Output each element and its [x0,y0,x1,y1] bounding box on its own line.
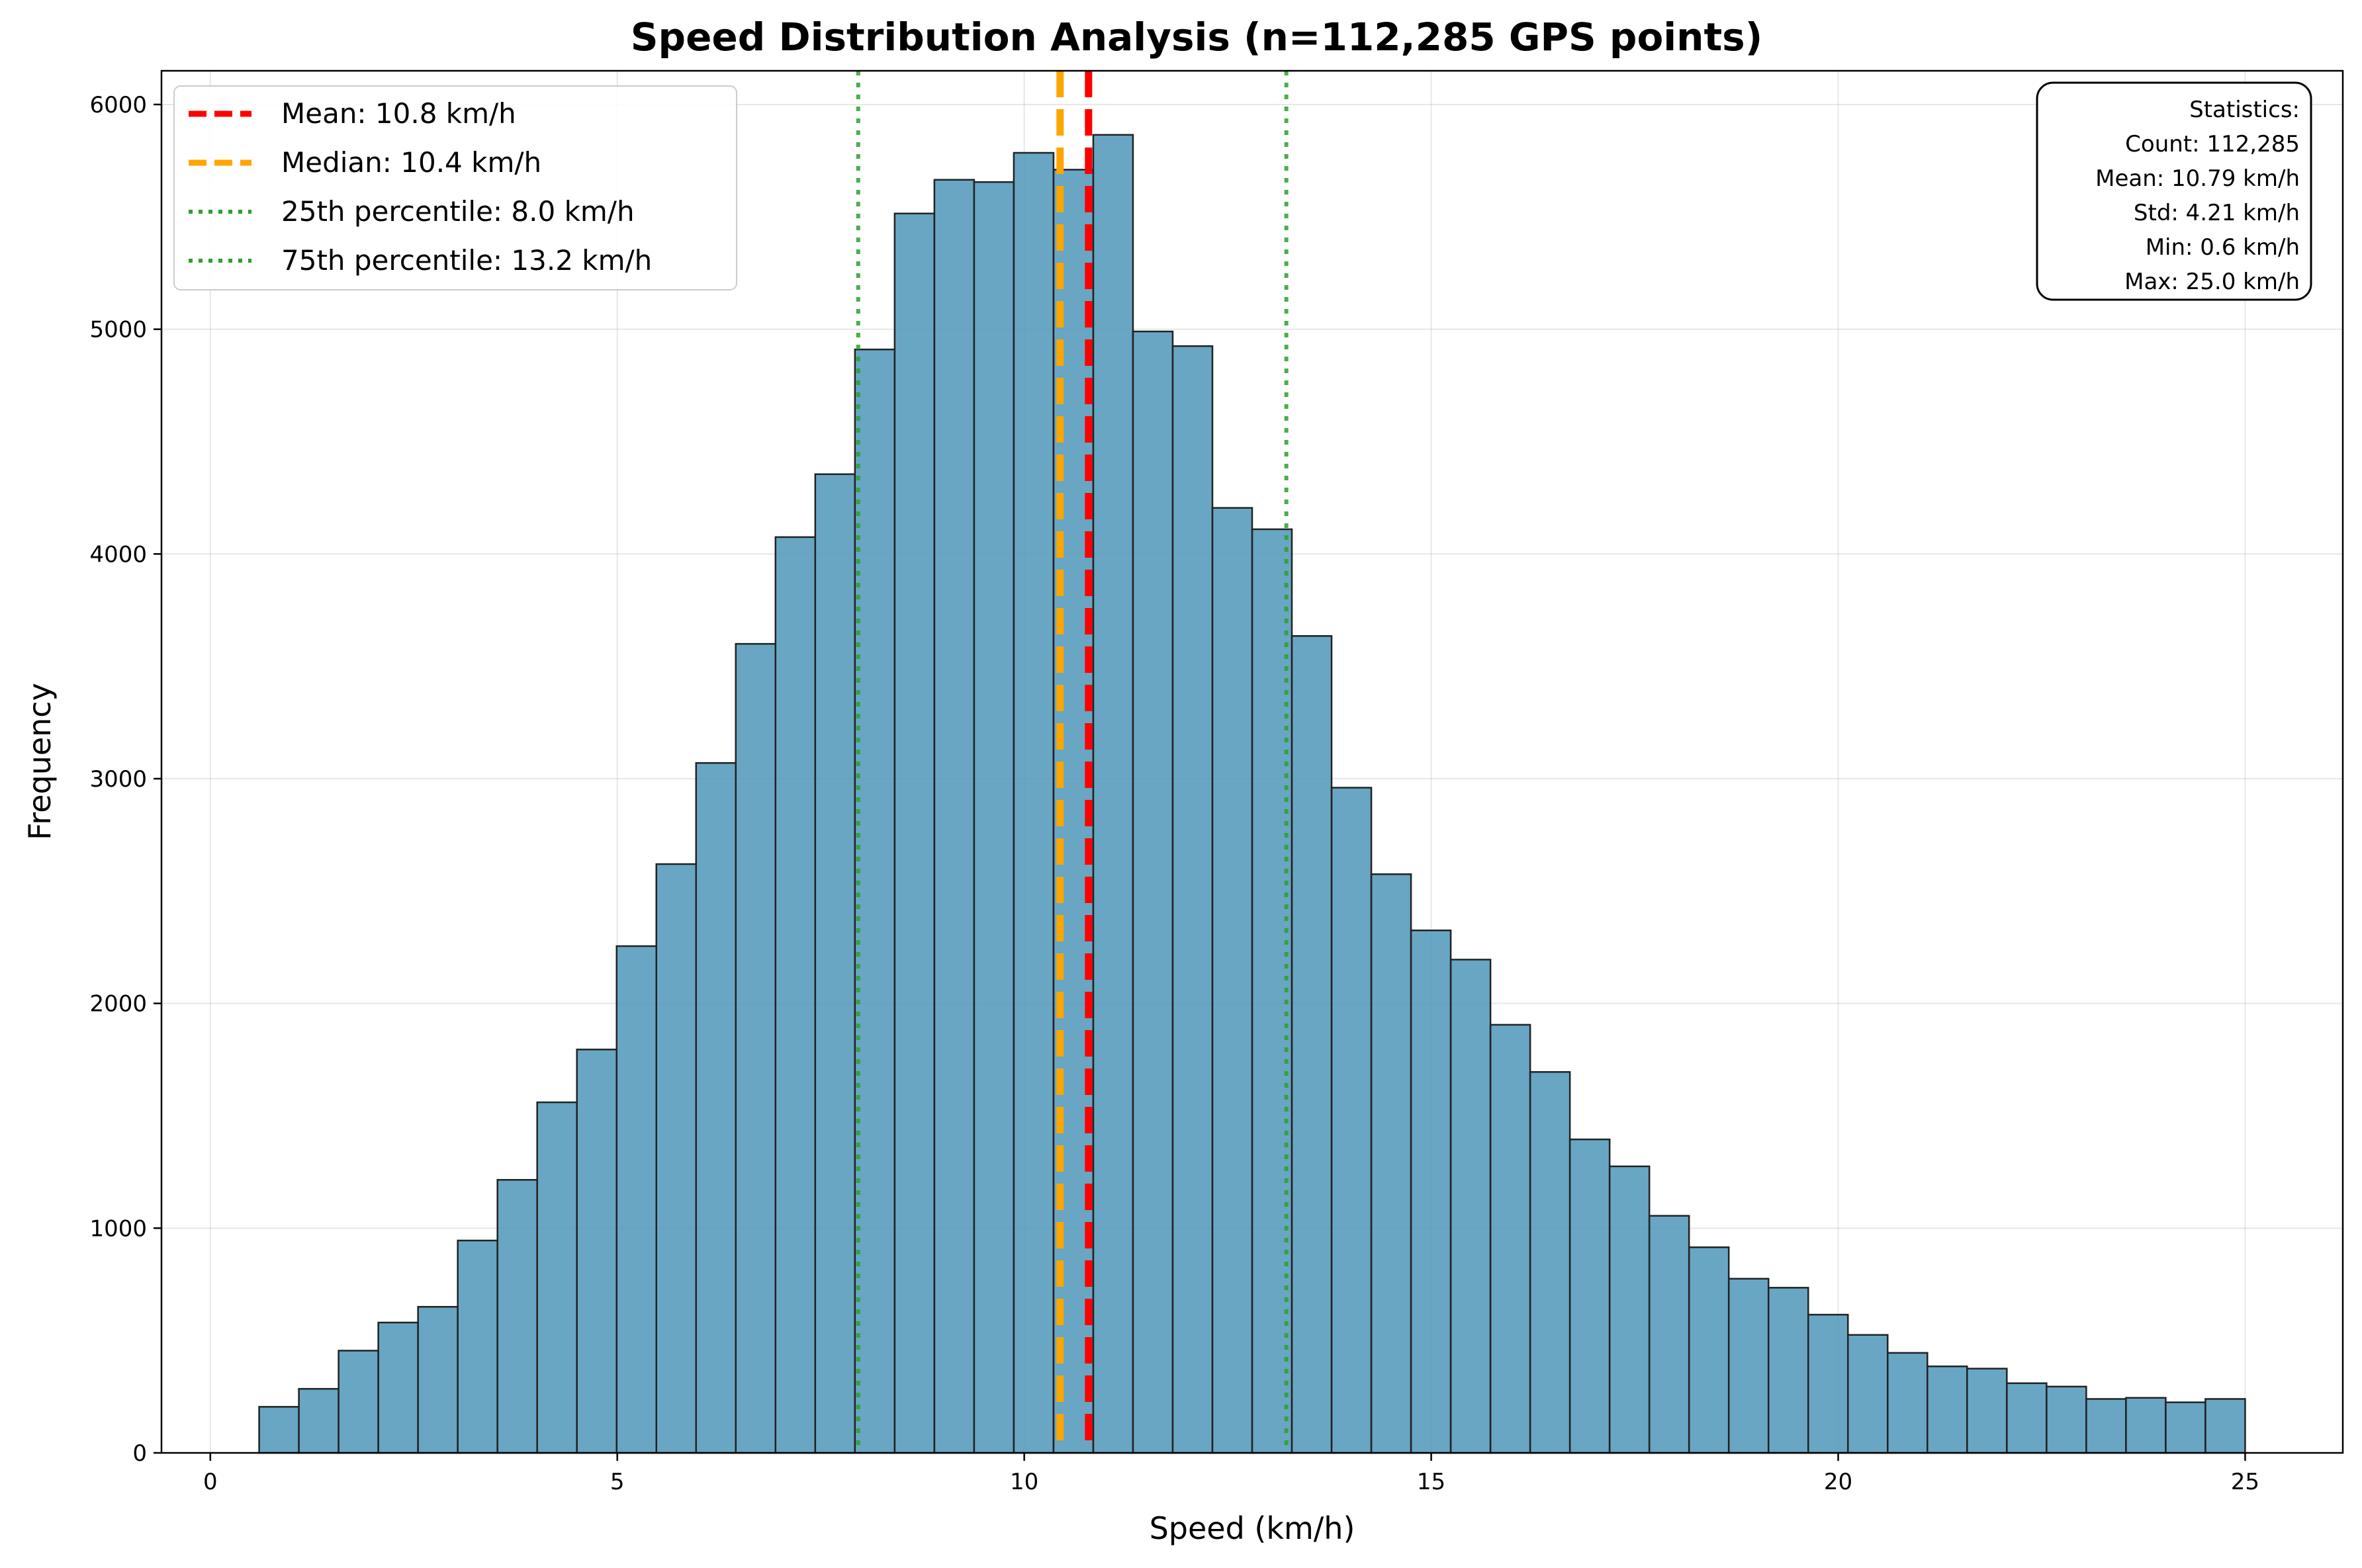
y-tick-label: 2000 [89,991,147,1018]
histogram-bar [1410,930,1452,1454]
histogram-bar [258,1406,300,1454]
x-axis-label: Speed (km/h) [1150,1510,1355,1546]
stats-mean: Mean: 10.79 km/h [2095,165,2300,192]
x-tick-label: 20 [1824,1469,1852,1495]
stats-count: Count: 112,285 [2125,131,2300,157]
y-tick-label: 3000 [89,766,147,793]
histogram-bar [1291,635,1333,1454]
legend-label-median: Median: 10.4 km/h [281,146,541,179]
legend: Mean: 10.8 km/h Median: 10.4 km/h 25th p… [173,85,737,290]
stats-max: Max: 25.0 km/h [2124,269,2300,295]
plot-frame [160,69,2344,1454]
statistics-box-frame [2036,81,2312,301]
y-axis-label: Frequency [22,683,58,840]
stats-heading: Statistics: [2189,97,2300,123]
histogram-bar [814,473,856,1454]
y-tick-label: 4000 [89,541,147,568]
x-axis-ticks: 0 5 10 15 20 25 [203,1453,2259,1495]
histogram-bar [536,1101,578,1454]
histogram-bar [735,642,777,1454]
histogram-bar [377,1321,419,1454]
histogram-bar [2125,1397,2167,1454]
x-tick-label: 15 [1417,1469,1445,1495]
histogram-bar [2165,1401,2206,1454]
histogram-bar [1688,1246,1730,1454]
histogram-bar [1330,787,1373,1454]
histogram-bar [1370,873,1412,1454]
histogram-bar [1568,1138,1611,1454]
histogram-bar [854,348,896,1454]
legend-frame [173,85,737,290]
x-tick-label: 0 [203,1469,218,1495]
x-tick-label: 5 [610,1469,625,1495]
histogram-bar [576,1049,617,1454]
histogram-bar [1529,1071,1571,1454]
legend-label-p75: 75th percentile: 13.2 km/h [281,244,652,277]
histogram-bar [1608,1165,1651,1454]
reference-lines [856,71,1289,1453]
histogram-bar [2085,1398,2127,1454]
histogram-bar [457,1239,498,1454]
histogram-bar [655,863,698,1454]
histogram-bar [1927,1365,1968,1454]
legend-label-mean: Mean: 10.8 km/h [281,97,516,130]
histogram-bar [1727,1278,1770,1454]
stats-min: Min: 0.6 km/h [2146,234,2300,261]
histogram-bar [1767,1287,1809,1454]
histogram-bar [1132,330,1174,1454]
histogram-bar [2046,1385,2087,1454]
y-axis-ticks: 0 1000 2000 3000 4000 5000 6000 [89,92,161,1467]
y-tick-label: 0 [132,1440,147,1467]
histogram-bar [1171,345,1214,1454]
histogram-bar [417,1305,459,1454]
histogram-bar [973,181,1015,1454]
histogram-bar [1807,1313,1849,1454]
histogram-bar [1211,507,1253,1454]
histogram-bars [258,134,2246,1454]
histogram-bar [1449,959,1492,1454]
y-tick-label: 5000 [89,317,147,343]
histogram-bar [1013,152,1055,1454]
statistics-box: Statistics: Count: 112,285 Mean: 10.79 k… [2036,81,2312,301]
histogram-bar [338,1350,379,1454]
histogram-bar [695,762,737,1454]
x-tick-label: 10 [1010,1469,1038,1495]
histogram-bar [1887,1352,1929,1454]
histogram-bar [2204,1398,2246,1454]
histogram-bar [496,1179,538,1454]
histogram-bar [933,179,976,1454]
histogram-bar [615,945,657,1454]
x-tick-label: 25 [2231,1469,2259,1495]
chart-title: Speed Distribution Analysis (n=112,285 G… [631,15,1762,60]
histogram-bar [774,536,817,1454]
legend-label-p25: 25th percentile: 8.0 km/h [281,195,635,228]
histogram-bar [893,212,936,1454]
y-tick-label: 6000 [89,92,147,118]
histogram-bar [1966,1368,2008,1454]
histogram-bar [2006,1382,2048,1454]
stats-std: Std: 4.21 km/h [2134,200,2300,226]
histogram-bar [1489,1024,1531,1454]
histogram-bar [1847,1334,1889,1454]
histogram-bar [1092,134,1134,1454]
histogram-bar [298,1387,340,1454]
histogram-bar [1648,1215,1690,1454]
y-tick-label: 1000 [89,1215,147,1242]
